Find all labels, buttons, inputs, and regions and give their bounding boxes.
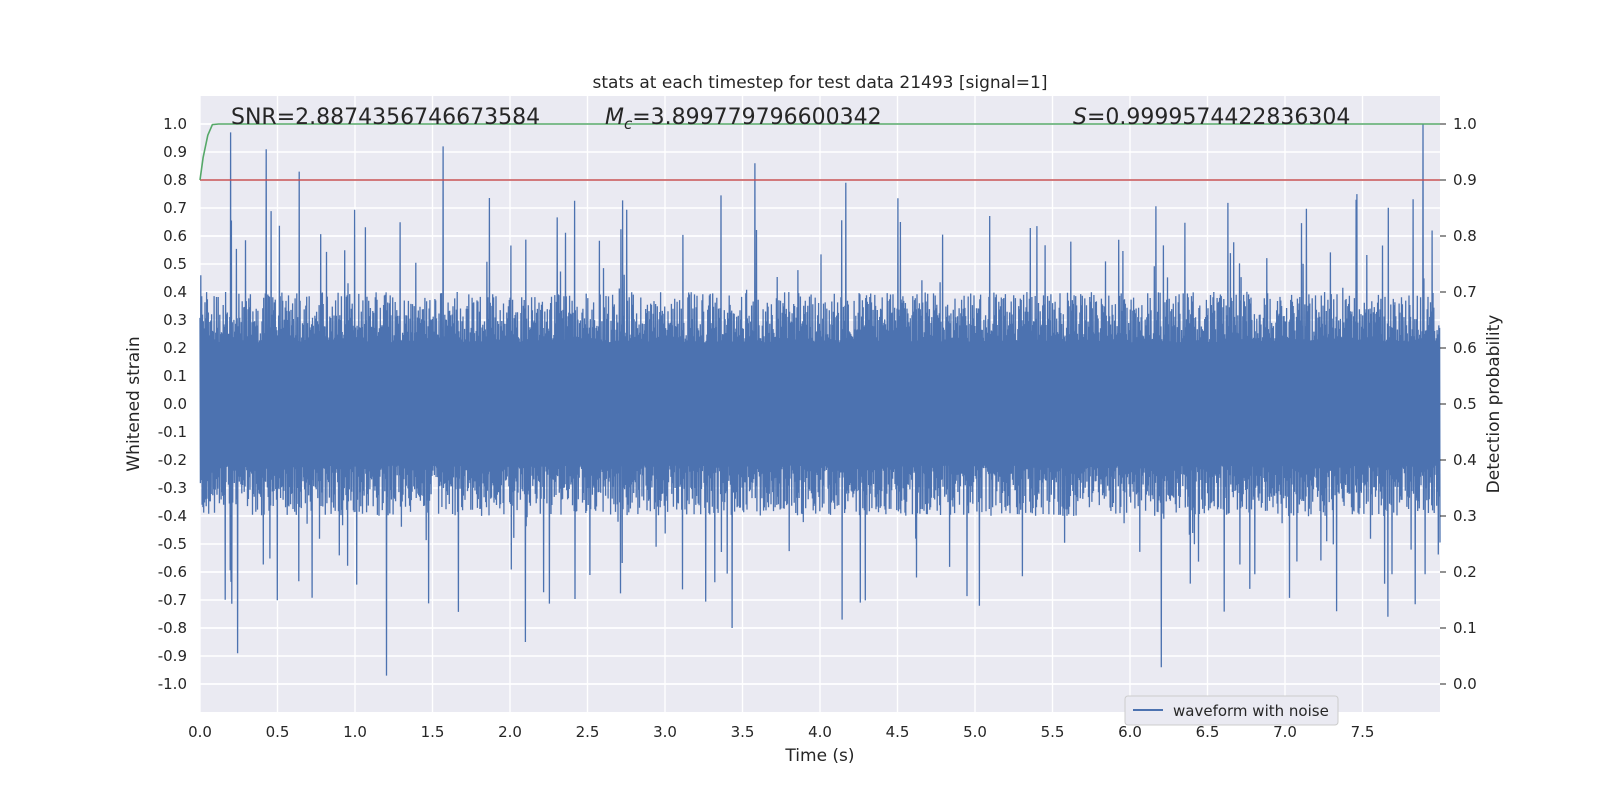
waveform-line	[199, 123, 1441, 676]
y-tick-label: 0.4	[163, 283, 187, 301]
y-tick-label: -0.6	[158, 563, 187, 581]
chart-title: stats at each timestep for test data 214…	[593, 73, 1048, 93]
y2-axis-label: Detection probability	[1484, 315, 1504, 494]
x-tick-label: 6.0	[1118, 723, 1142, 741]
y-tick-label: 0.8	[163, 171, 187, 189]
x-tick-label: 7.0	[1273, 723, 1297, 741]
detection-score-value: =0.9999574422836304	[1087, 105, 1350, 130]
legend: waveform with noise	[1124, 695, 1339, 726]
legend-label: waveform with noise	[1173, 702, 1329, 720]
x-tick-label: 4.5	[886, 723, 910, 741]
y-axis-right: 0.0 0.1 0.2 0.3 0.4 0.5 0.6 0.7 0.8 0.9 1.0	[1440, 115, 1477, 693]
x-tick-label: 1.0	[343, 723, 367, 741]
x-tick-label: 3.5	[731, 723, 755, 741]
x-tick-label: 0.0	[188, 723, 212, 741]
x-axis-label: Time (s)	[784, 746, 854, 766]
y-tick-label: 0.7	[163, 199, 187, 217]
y2-tick-label: 0.1	[1453, 619, 1477, 637]
waveform-series	[199, 123, 1441, 676]
y-tick-label: -0.4	[158, 507, 187, 525]
y2-tick-label: 0.5	[1453, 395, 1477, 413]
chirp-mass-symbol: M	[605, 105, 624, 130]
y2-tick-label: 0.6	[1453, 339, 1477, 357]
x-tick-label: 4.0	[808, 723, 832, 741]
chirp-mass-annotation: Mc=3.899779796600342	[605, 105, 882, 133]
y2-tick-label: 0.8	[1453, 227, 1477, 245]
y-axis-label: Whitened strain	[124, 336, 144, 471]
legend-box	[1124, 695, 1339, 726]
x-tick-label: 7.5	[1351, 723, 1375, 741]
probability-overlay	[199, 123, 1440, 181]
x-axis: 0.0 0.5 1.0 1.5 2.0 2.5 3.0 3.5 4.0 4.5 5.0 5.5 6.0 6…	[188, 723, 1374, 741]
y-tick-label: 0.1	[163, 367, 187, 385]
detection-score-symbol: S	[1073, 105, 1087, 130]
x-tick-label: 6.5	[1196, 723, 1220, 741]
y-tick-label: -0.1	[158, 423, 187, 441]
y-tick-label: -0.7	[158, 591, 187, 609]
y-tick-label: -0.3	[158, 479, 187, 497]
y2-tick-label: 0.4	[1453, 451, 1477, 469]
detection-score-annotation: S=0.9999574422836304	[1073, 105, 1350, 130]
y-tick-label: 0.2	[163, 339, 187, 357]
detection-probability-line	[199, 123, 1440, 181]
x-tick-label: 5.5	[1041, 723, 1065, 741]
x-tick-label: 3.0	[653, 723, 677, 741]
y-tick-label: -0.8	[158, 619, 187, 637]
y-tick-label: 0.6	[163, 227, 187, 245]
snr-annotation: SNR=2.8874356746673584	[231, 105, 540, 130]
y2-tick-label: 0.9	[1453, 171, 1477, 189]
chirp-mass-subscript: c	[624, 115, 633, 133]
y-tick-label: 0.9	[163, 143, 187, 161]
y-tick-label: 0.0	[163, 395, 187, 413]
y2-tick-label: 1.0	[1453, 115, 1477, 133]
y2-tick-label: 0.3	[1453, 507, 1477, 525]
y-axis-left: -1.0 -0.9 -0.8 -0.7 -0.6 -0.5 -0.4 -0.3 -0.2 -0.1…	[158, 115, 187, 693]
y-tick-label: 0.3	[163, 311, 187, 329]
y2-tick-label: 0.0	[1453, 675, 1477, 693]
x-tick-label: 0.5	[266, 723, 290, 741]
y-tick-label: 0.5	[163, 255, 187, 273]
y2-tick-label: 0.7	[1453, 283, 1477, 301]
x-tick-label: 2.0	[498, 723, 522, 741]
y-tick-label: -0.5	[158, 535, 187, 553]
x-tick-label: 5.0	[963, 723, 987, 741]
y2-tick-label: 0.2	[1453, 563, 1477, 581]
y-tick-label: -0.9	[158, 647, 187, 665]
y-tick-label: -1.0	[158, 675, 187, 693]
chirp-mass-value: =3.899779796600342	[632, 105, 881, 130]
y-tick-label: -0.2	[158, 451, 187, 469]
x-tick-label: 2.5	[576, 723, 600, 741]
y-tick-label: 1.0	[163, 115, 187, 133]
x-tick-label: 1.5	[421, 723, 445, 741]
